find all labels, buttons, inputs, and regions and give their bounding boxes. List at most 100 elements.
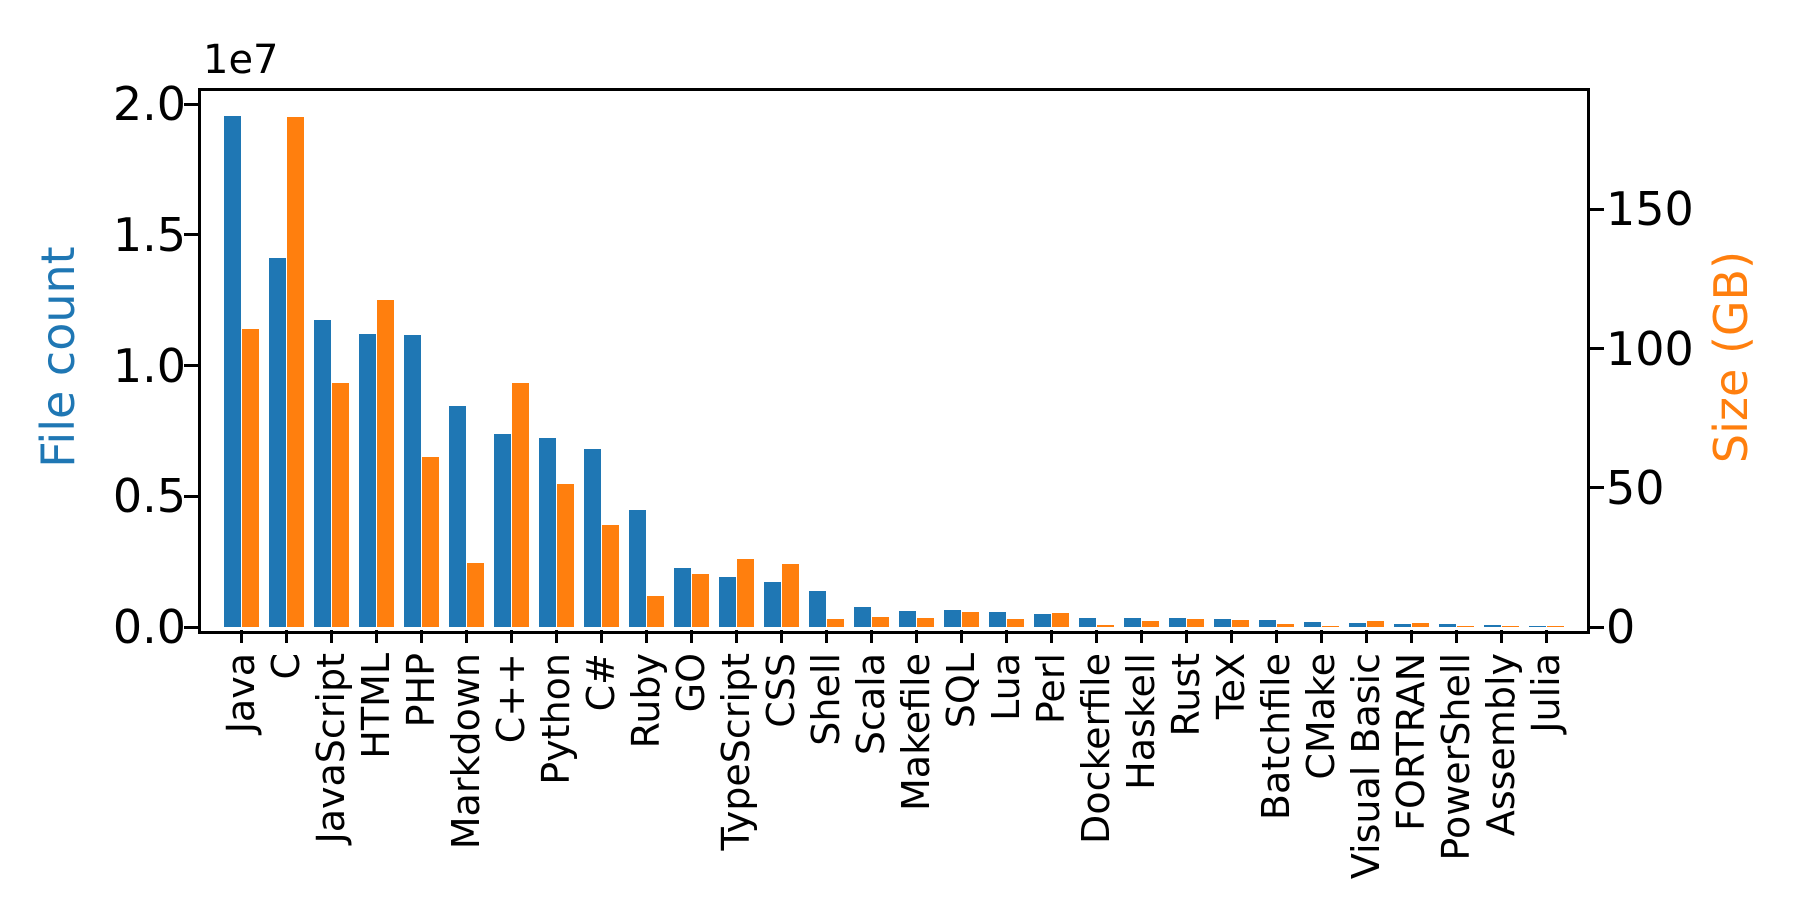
x-tick-mark — [1274, 630, 1278, 643]
file-count-bar — [1213, 618, 1231, 627]
size-bar — [1231, 619, 1249, 627]
file-count-bar — [403, 335, 421, 627]
x-tick-mark — [1319, 630, 1323, 643]
file-count-bar — [1483, 624, 1501, 627]
x-tick-mark — [1139, 630, 1143, 643]
x-tick-mark — [554, 630, 558, 643]
size-bar — [1501, 625, 1519, 627]
y-tick-mark-right — [1590, 486, 1604, 490]
x-tick-mark — [1544, 630, 1548, 643]
file-count-bar — [1168, 618, 1186, 627]
file-count-bar — [1438, 623, 1456, 627]
size-bar — [1366, 621, 1384, 627]
size-bar — [1546, 626, 1564, 627]
x-tick-mark — [509, 630, 513, 643]
y-tick-mark-right — [1590, 207, 1604, 211]
size-bar — [556, 483, 574, 627]
x-tick-mark — [419, 630, 423, 643]
x-tick-label: TeX — [1209, 653, 1253, 720]
x-tick-label: GO — [669, 653, 713, 713]
file-count-bar — [718, 577, 736, 627]
file-count-bar — [1258, 619, 1276, 627]
x-tick-label: FORTRAN — [1389, 653, 1433, 831]
file-count-bar — [853, 606, 871, 627]
y-tick-label-left: 0.0 — [112, 600, 186, 654]
file-count-bar — [448, 406, 466, 627]
x-tick-mark — [599, 630, 603, 643]
file-count-bar — [313, 319, 331, 627]
file-count-bar — [358, 334, 376, 627]
size-bar — [691, 574, 709, 627]
file-count-bar — [583, 449, 601, 627]
y-axis-label-left: File count — [31, 246, 85, 468]
x-tick-mark — [374, 630, 378, 643]
file-count-bar — [898, 610, 916, 627]
y-tick-mark-left — [184, 494, 198, 498]
file-count-bar — [628, 510, 646, 627]
x-tick-label: TypeScript — [714, 653, 758, 851]
y-tick-mark-right — [1590, 347, 1604, 351]
x-tick-label: PowerShell — [1434, 653, 1478, 861]
file-count-bar — [1123, 618, 1141, 627]
x-tick-mark — [914, 630, 918, 643]
file-count-bar — [673, 568, 691, 627]
file-count-bar — [1303, 621, 1321, 627]
x-tick-label: Lua — [984, 653, 1028, 721]
file-count-bar — [943, 609, 961, 627]
x-tick-mark — [329, 630, 333, 643]
size-bar — [826, 618, 844, 627]
x-tick-label: JavaScript — [309, 653, 353, 844]
x-tick-label: Scala — [849, 653, 893, 756]
size-bar — [1051, 613, 1069, 627]
x-tick-mark — [239, 630, 243, 643]
x-tick-mark — [869, 630, 873, 643]
x-tick-label: Assembly — [1479, 653, 1523, 837]
x-tick-mark — [1229, 630, 1233, 643]
size-bar — [1186, 619, 1204, 627]
x-tick-label: Dockerfile — [1074, 653, 1118, 844]
y-tick-mark-left — [184, 364, 198, 368]
x-tick-label: CSS — [759, 653, 803, 728]
y-tick-mark-right — [1590, 625, 1604, 629]
size-bar — [646, 596, 664, 627]
x-tick-mark — [959, 630, 963, 643]
x-tick-label: Perl — [1029, 653, 1073, 725]
y-tick-label-left: 1.5 — [112, 207, 186, 262]
x-tick-mark — [689, 630, 693, 643]
x-tick-mark — [1454, 630, 1458, 643]
y-tick-label-left: 1.0 — [112, 338, 186, 393]
file-count-bar — [268, 258, 286, 627]
x-tick-label: Makefile — [894, 653, 938, 811]
file-count-bar — [1033, 614, 1051, 627]
size-bar — [961, 612, 979, 627]
size-bar — [286, 117, 304, 627]
x-tick-mark — [284, 630, 288, 643]
x-tick-label: C# — [579, 653, 623, 712]
x-tick-label: Haskell — [1119, 653, 1163, 790]
size-bar — [511, 383, 529, 627]
x-tick-label: HTML — [354, 653, 398, 759]
x-tick-label: C++ — [489, 653, 533, 744]
x-tick-label: Python — [534, 653, 578, 785]
y-tick-label-right: 150 — [1606, 182, 1694, 237]
x-tick-mark — [1004, 630, 1008, 643]
file-count-bar — [1393, 623, 1411, 627]
file-count-bar — [1528, 626, 1546, 627]
file-count-bar — [763, 582, 781, 627]
x-tick-mark — [464, 630, 468, 643]
size-bar — [601, 525, 619, 627]
x-tick-mark — [1409, 630, 1413, 643]
x-tick-label: SQL — [939, 653, 983, 729]
y-tick-label-left: 0.5 — [112, 469, 186, 524]
x-tick-mark — [1499, 630, 1503, 643]
y-tick-label-left: 2.0 — [112, 77, 186, 132]
x-tick-label: PHP — [399, 653, 443, 728]
size-bar — [466, 562, 484, 627]
x-tick-label: Rust — [1164, 653, 1208, 737]
size-bar — [241, 329, 259, 627]
file-count-bar — [1078, 617, 1096, 627]
x-tick-mark — [779, 630, 783, 643]
